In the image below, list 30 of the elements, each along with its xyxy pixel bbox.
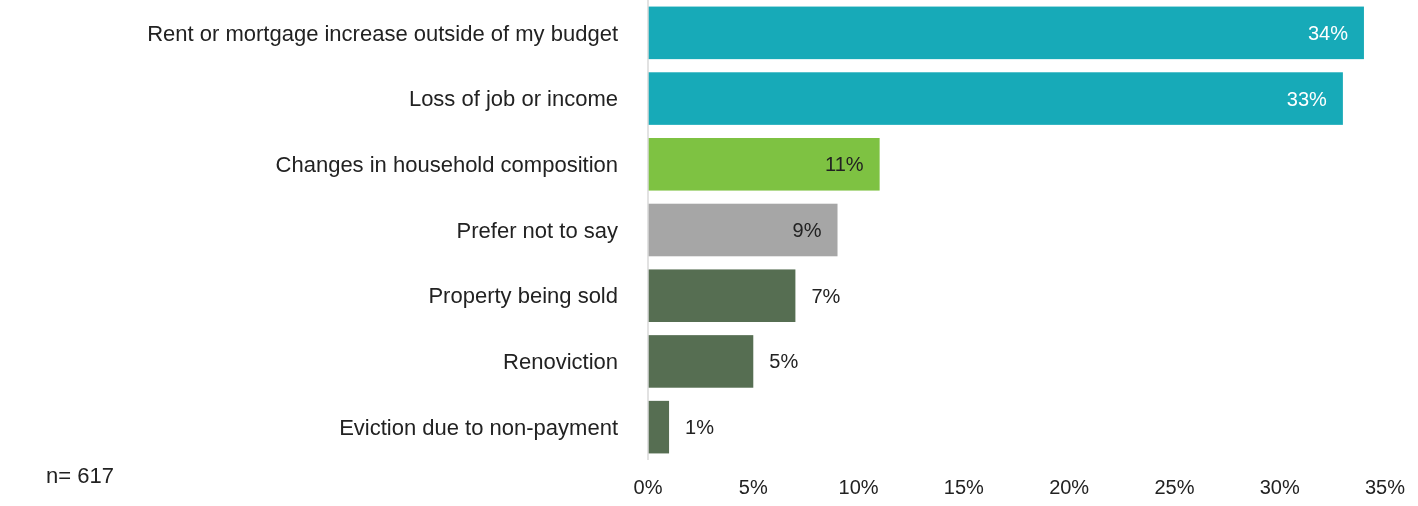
bar (648, 6, 1364, 60)
y-tick-label: Loss of job or income (408, 86, 618, 112)
bar (648, 72, 1343, 125)
y-tick-label: Renoviction (503, 349, 618, 375)
data-label: 7% (811, 284, 841, 307)
y-tick-label: Prefer not to say (456, 217, 618, 243)
data-label: 1% (685, 416, 715, 439)
y-tick-label: Property being sold (428, 283, 618, 309)
x-tick-label: 10% (838, 476, 879, 498)
data-label: 11% (825, 153, 864, 176)
x-tick-label: 0% (633, 476, 663, 498)
text: n= 617 (46, 463, 114, 488)
x-tick-label: 25% (1154, 476, 1195, 498)
x-tick-label: 5% (738, 476, 768, 498)
data-label: 33% (1286, 87, 1328, 110)
x-tick-label: 15% (943, 476, 985, 498)
bar (648, 335, 754, 388)
y-tick-label: Rent or mortgage increase outside of my budget (147, 20, 618, 46)
y-tick-label: Changes in household composition (275, 151, 618, 177)
bar (648, 400, 670, 454)
y-tick-label: Eviction due to non-payment (339, 414, 618, 440)
data-label: 5% (769, 350, 799, 373)
x-tick-label: 20% (1049, 476, 1090, 498)
data-label: 34% (1307, 21, 1349, 44)
x-tick-label: 30% (1259, 476, 1300, 498)
bar (648, 203, 838, 257)
x-tick-label: 35% (1364, 476, 1406, 498)
data-label: 9% (792, 219, 822, 241)
bar (648, 138, 880, 191)
bar (648, 269, 796, 322)
